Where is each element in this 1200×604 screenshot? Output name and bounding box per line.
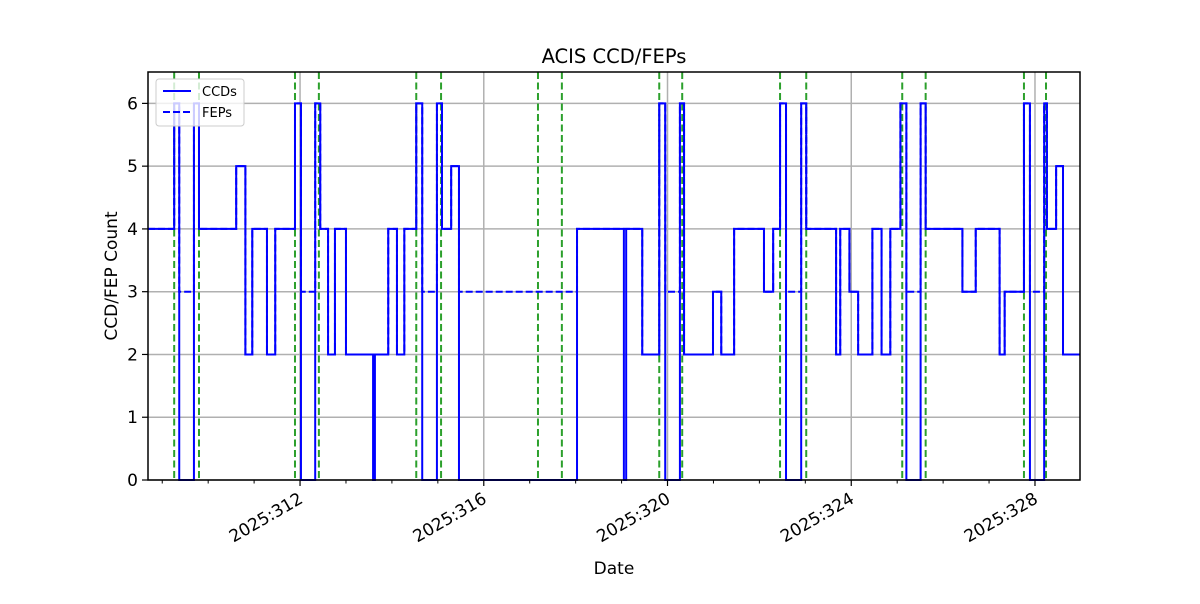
x-tick-label: 2025:328 [961,489,1042,547]
plot-frame [147,71,1081,481]
legend-ccds-label: CCDs [202,85,237,100]
y-tick-label: 5 [127,157,138,177]
x-axis-ticks: 2025:312 2025:316 2025:320 2025:324 2025:328 [161,480,1042,547]
y-tick-label: 0 [127,471,138,491]
y-tick-label: 1 [127,408,138,428]
legend: CCDs FEPs [155,78,245,127]
y-axis-label: CCD/FEP Count [102,211,122,341]
x-tick-label: 2025:324 [777,489,858,547]
series-lines [148,102,1080,481]
x-tick-label: 2025:316 [410,489,491,547]
gridlines [148,72,1080,481]
x-tick-label: 2025:320 [593,489,674,547]
chart-title: ACIS CCD/FEPs [542,45,687,68]
x-axis-label: Date [594,559,635,579]
legend-feps-label: FEPs [202,106,232,121]
y-tick-label: 4 [127,220,138,240]
y-tick-label: 6 [127,94,138,114]
vertical-markers [173,72,1048,480]
series-ccds [148,102,1080,481]
y-tick-label: 2 [127,345,138,365]
y-axis-ticks: 0 1 2 3 4 5 6 [127,94,148,491]
x-tick-label: 2025:312 [226,489,307,547]
y-tick-label: 3 [127,283,138,303]
